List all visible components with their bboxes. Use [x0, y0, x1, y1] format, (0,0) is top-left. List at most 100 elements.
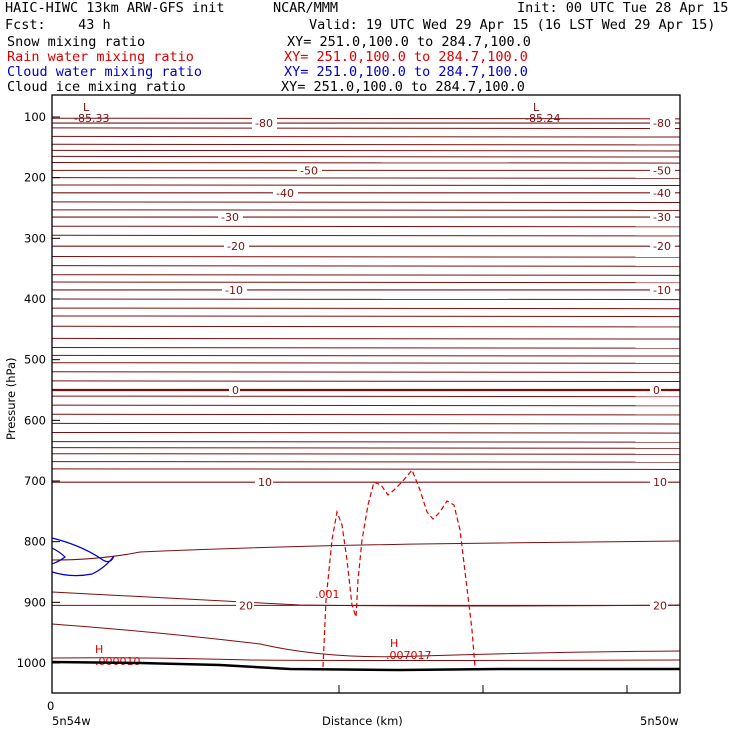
- isotherm-label-20-1: 20: [653, 599, 667, 612]
- isotherm-line: [51, 468, 681, 470]
- contour-label-bg: [273, 186, 298, 199]
- isotherm-line: [51, 234, 681, 237]
- isotherm-line: [51, 354, 681, 357]
- cloud-water-contour-inner: [51, 547, 66, 565]
- forecast-hour-label: Fcst: 43 h: [5, 17, 111, 33]
- isotherm-line: [51, 135, 681, 138]
- y-tick-label-700: 700: [24, 474, 46, 488]
- isotherm-line: [51, 315, 681, 318]
- isotherm-line: [51, 265, 681, 267]
- contour-labels: -80 -80 -50 -50 -40 -40 -30 -30 -20 -20 -10 -10 0 0 10…: [218, 117, 675, 612]
- isotherm-line: [51, 325, 681, 328]
- y-tick-label-800: 800: [24, 535, 46, 549]
- y-tick-label-300: 300: [24, 231, 46, 245]
- isotherm-line: [51, 371, 681, 373]
- contour-label-bg: [229, 384, 240, 396]
- field-xy-snow: XY= 251.0,100.0 to 284.7,100.0: [287, 34, 531, 50]
- x-tick-label-0: 0: [47, 699, 54, 713]
- isotherm-line: [51, 431, 681, 434]
- isotherm-line: [51, 395, 681, 398]
- contour-label-bg: [297, 164, 322, 177]
- isotherm-line: [51, 274, 681, 276]
- isotherm-label-10-0: 10: [258, 476, 272, 489]
- rain-max-marker: H: [390, 637, 398, 650]
- contour-label-bg: [650, 211, 675, 224]
- isotherm-line: [51, 422, 681, 425]
- isotherm-label--50-0: -50: [300, 164, 318, 177]
- isotherm-line: [51, 209, 681, 211]
- y-axis-label: Pressure (hPa): [4, 358, 18, 441]
- contour-label-bg: [236, 599, 254, 612]
- isotherm-line: [51, 362, 681, 364]
- contour-label-bg: [650, 599, 668, 612]
- isotherm-line: [51, 447, 681, 449]
- y-tick-label-500: 500: [24, 353, 46, 367]
- x-end-label-right: 5n50w: [640, 714, 679, 728]
- temperature-contours: [51, 117, 681, 661]
- rain-water-contour: [322, 468, 476, 668]
- field-xy-rain: XY= 251.0,100.0 to 284.7,100.0: [284, 49, 528, 65]
- isotherm-line: [51, 201, 681, 204]
- isotherm-line: [51, 307, 681, 310]
- field-xy-cloud-water: XY= 251.0,100.0 to 284.7,100.0: [284, 64, 528, 80]
- rain-max-value: .007017: [386, 649, 432, 662]
- contour-label-bg: [650, 164, 675, 177]
- isotherm-line: [51, 225, 681, 228]
- contour-label-bg: [252, 117, 277, 130]
- isotherm-line: [51, 441, 681, 443]
- isotherm-line: [51, 281, 681, 284]
- isotherm-line: [51, 127, 681, 130]
- isotherm-label--50-1: -50: [653, 164, 671, 177]
- valid-time-label: Valid: 19 UTC Wed 29 Apr 15 (16 LST Wed …: [309, 17, 716, 33]
- x-axis-label: Distance (km): [322, 714, 403, 728]
- isotherm-line: [51, 184, 681, 187]
- isotherm-label--10-1: -10: [653, 284, 671, 297]
- isotherm-label-20-0: 20: [239, 599, 253, 612]
- isotherm-line: [51, 337, 681, 340]
- isotherm-label--40-0: -40: [276, 187, 294, 200]
- contour-label-bg: [224, 240, 249, 253]
- field-xy-cloud-ice: XY= 251.0,100.0 to 284.7,100.0: [281, 79, 525, 95]
- y-tick-label-600: 600: [24, 413, 46, 427]
- isotherm-line: [51, 413, 681, 416]
- contour-label-bg: [222, 283, 247, 296]
- isotherm-label--20-0: -20: [227, 240, 245, 253]
- low-marker-left: L: [83, 101, 90, 114]
- x-end-label-left: 5n54w: [52, 714, 91, 728]
- y-axis-ticks: 100 200 300 400 500 600 700 800 900 1000: [17, 110, 60, 670]
- isotherm-line-lower: [51, 591, 681, 607]
- isotherm-line: [51, 149, 681, 152]
- isotherm-line: [51, 177, 681, 179]
- isotherm-line: [51, 162, 681, 164]
- contour-label-bg: [650, 283, 675, 296]
- cloud-water-contour-outer: [51, 537, 115, 577]
- y-tick-label-1000: 1000: [17, 656, 46, 670]
- isotherm-line: [51, 461, 681, 463]
- isotherm-line-lower: [51, 623, 681, 658]
- isotherm-label--30-1: -30: [653, 211, 671, 224]
- low-value-right: -85.24: [525, 112, 560, 125]
- low-value-left: -85.33: [74, 112, 109, 125]
- isotherm-line: [51, 404, 681, 407]
- y-tick-label-200: 200: [24, 171, 46, 185]
- isotherm-label-0-0: 0: [232, 384, 239, 397]
- contour-label-bg: [218, 211, 243, 224]
- y-tick-label-400: 400: [24, 292, 46, 306]
- field-name-rain: Rain water mixing ratio: [7, 49, 194, 65]
- isotherm-label--30-0: -30: [221, 211, 239, 224]
- isotherm-line: [51, 117, 681, 120]
- isotherm-line: [51, 298, 681, 301]
- rain-min-marker: H: [95, 643, 103, 656]
- isotherm-line-lower: [51, 657, 681, 661]
- isotherm-line: [51, 256, 681, 258]
- plot-frame: [51, 94, 681, 694]
- isotherm-label-10-1: 10: [653, 476, 667, 489]
- contour-label-bg: [255, 476, 273, 489]
- rain-contour-label: .001: [315, 588, 340, 601]
- contour-label-bg: [650, 476, 668, 489]
- organization-label: NCAR/MMM: [273, 0, 339, 16]
- contour-label-bg: [650, 117, 675, 130]
- y-tick-label-900: 900: [24, 595, 46, 609]
- isotherm-line-lower: [51, 540, 681, 561]
